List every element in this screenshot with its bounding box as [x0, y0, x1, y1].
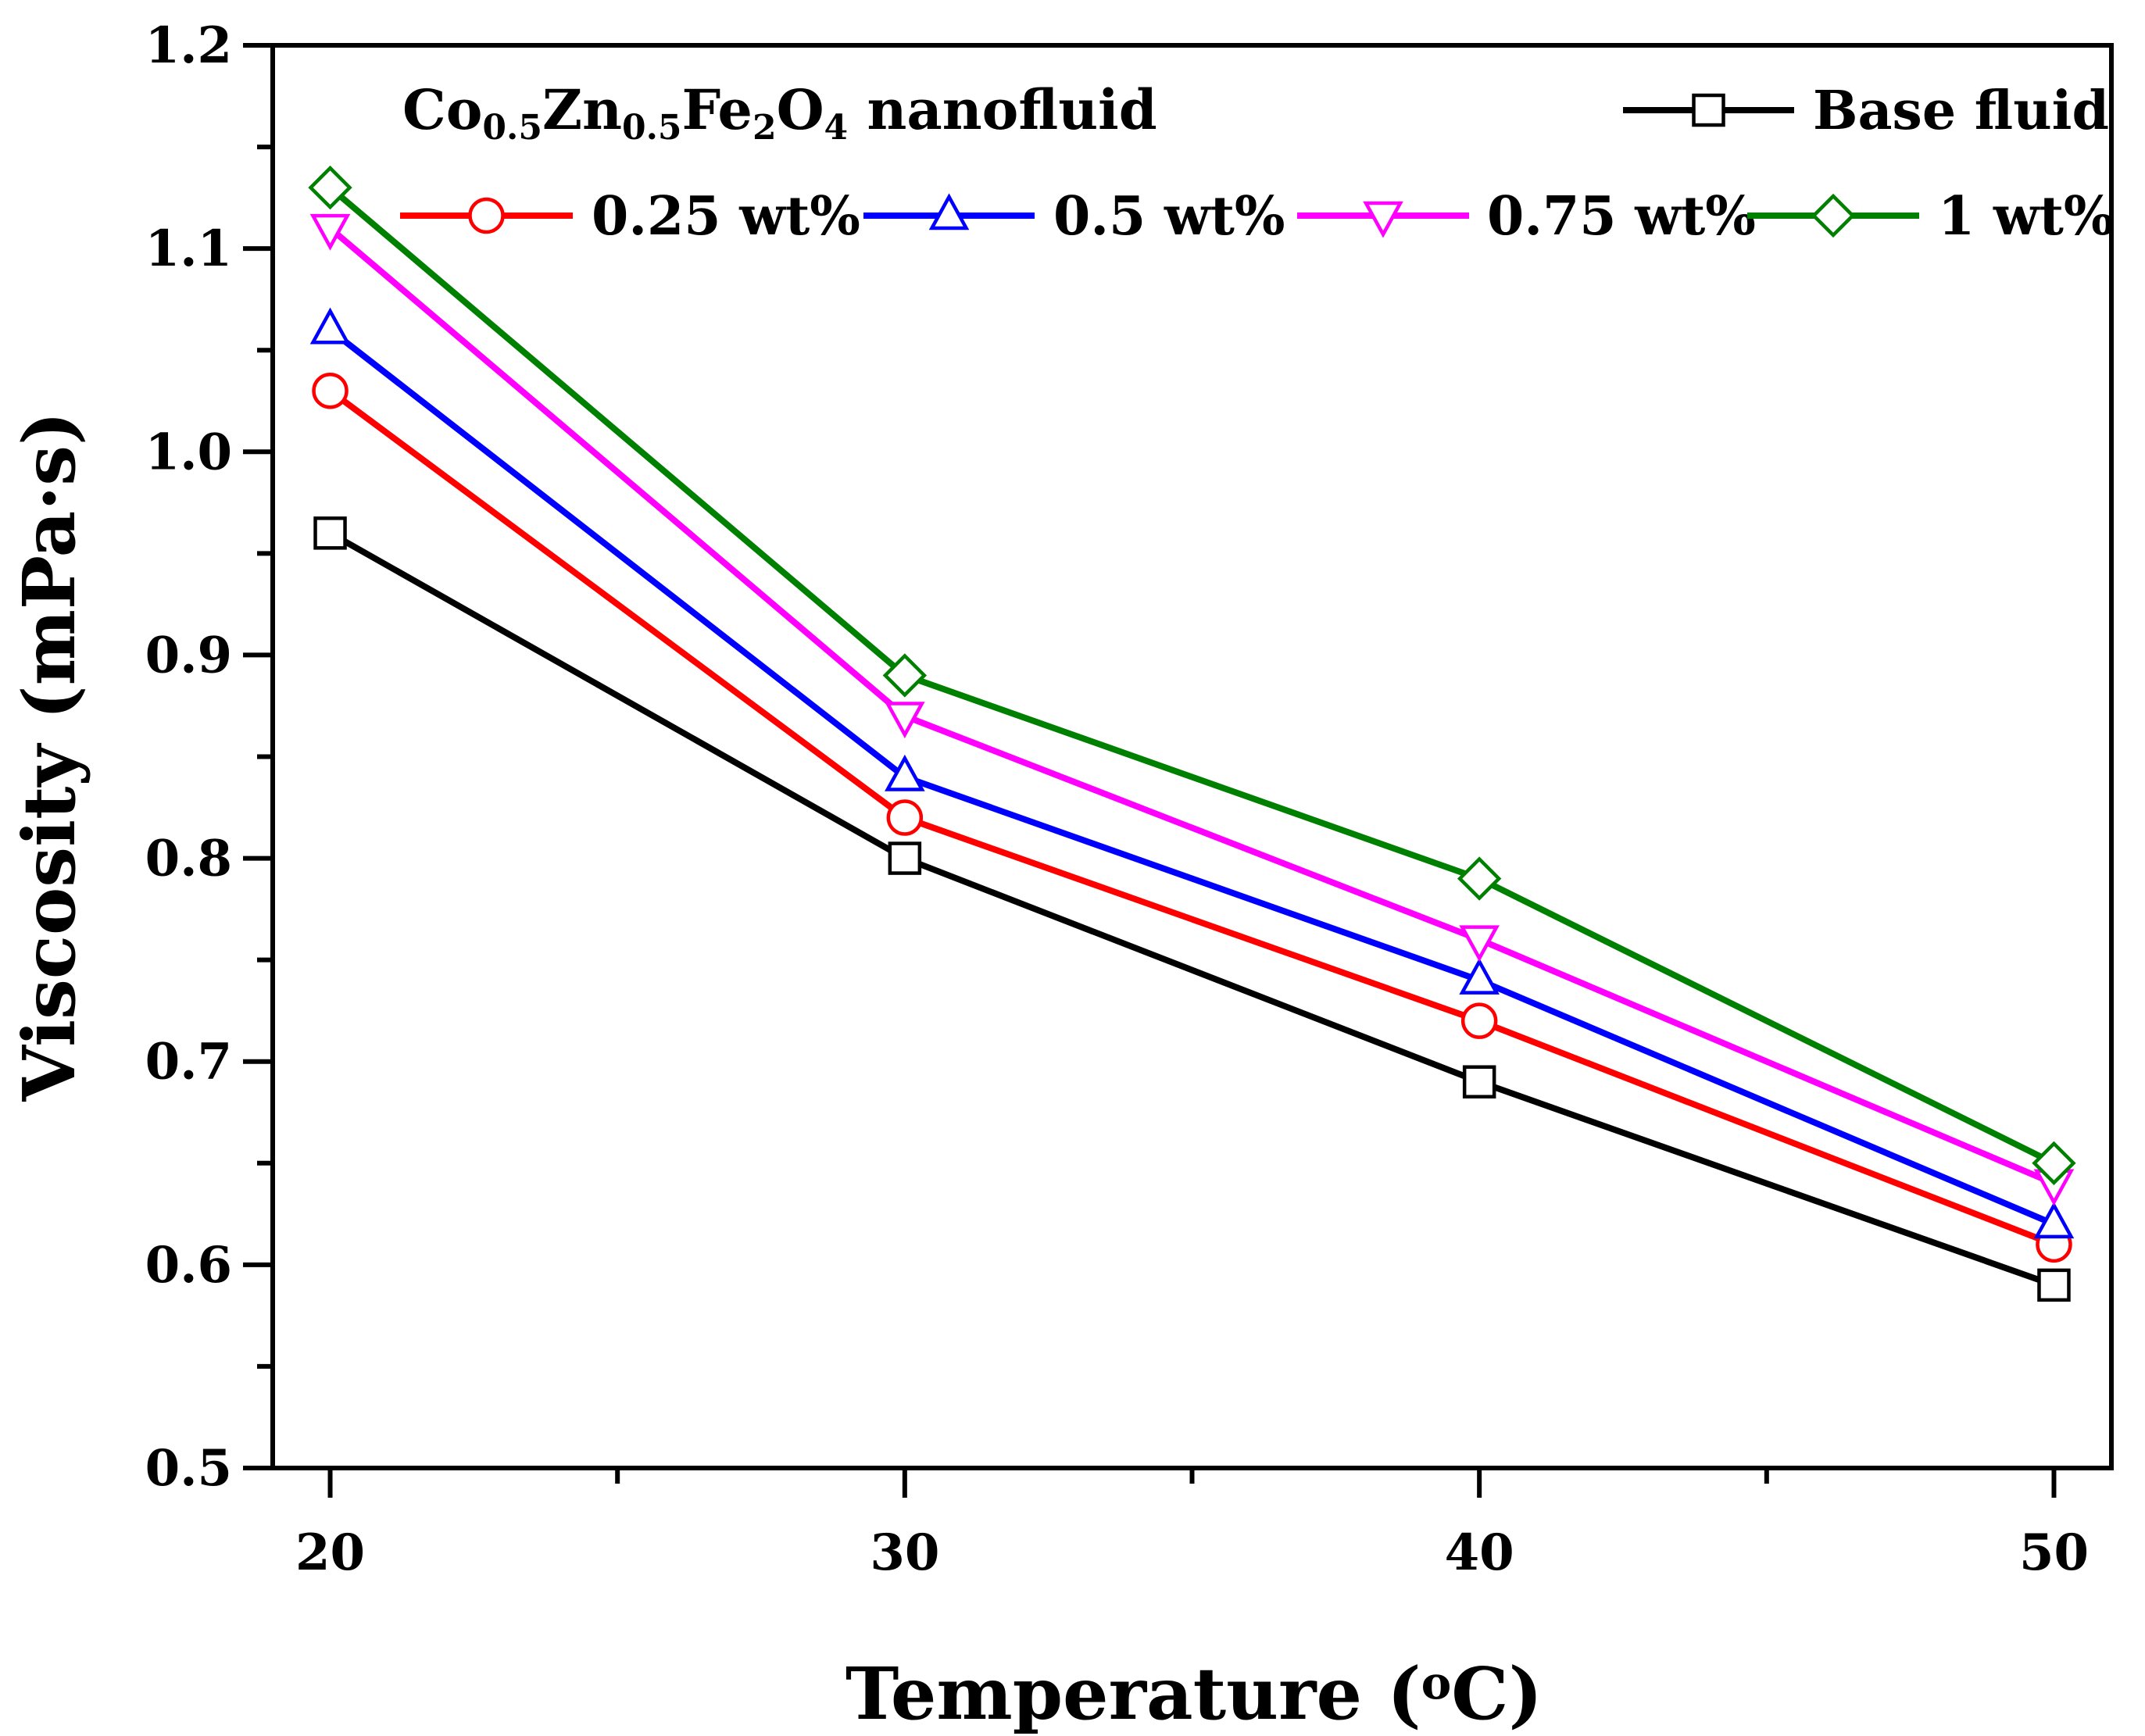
data-point — [309, 307, 351, 345]
legend-label: Base fluid — [1813, 80, 2109, 142]
series-lines — [327, 185, 2056, 1288]
series-line — [328, 388, 2055, 1248]
data-point — [1459, 957, 1500, 995]
legend-label: 1 wt% — [1938, 185, 2115, 248]
data-point — [2037, 1268, 2071, 1302]
data-point — [313, 516, 347, 550]
data-point — [2033, 1202, 2075, 1239]
series-markers — [308, 165, 2076, 1302]
axes: 0.5 0.6 0.7 0.8 0.9 1.0 1.1 1.2 20 30 40 50 — [145, 16, 2089, 1582]
legend: Base fluid 0.25 wt% 0.5 wt% 0.75 wt% 1 wt% — [400, 80, 2115, 248]
y-tick-label: 0.8 — [145, 830, 232, 888]
legend-marker — [1692, 93, 1725, 127]
data-point — [882, 653, 928, 698]
x-tick-label: 50 — [2019, 1523, 2089, 1582]
data-point — [886, 799, 924, 836]
legend-label: 0.5 wt% — [1053, 185, 1285, 248]
y-tick-label: 1.0 — [145, 423, 232, 481]
data-point — [1457, 856, 1502, 901]
x-tick-label: 40 — [1445, 1523, 1514, 1582]
x-tick-label: 30 — [870, 1523, 939, 1582]
data-point — [1460, 1002, 1498, 1039]
series-line — [328, 530, 2055, 1288]
data-point — [885, 702, 925, 739]
data-point — [312, 372, 349, 409]
data-point — [308, 165, 352, 210]
y-tick-label: 0.6 — [145, 1236, 232, 1295]
series-line — [327, 226, 2056, 1187]
data-point — [309, 213, 351, 251]
y-tick-label: 0.9 — [145, 626, 232, 684]
y-tick-label: 0.5 — [145, 1439, 232, 1498]
series-line — [327, 185, 2056, 1166]
legend-marker — [468, 197, 505, 234]
series-line — [328, 327, 2056, 1227]
data-point — [1459, 925, 1500, 963]
data-point — [885, 754, 925, 791]
x-tick-label: 20 — [295, 1523, 365, 1582]
legend-label: 0.25 wt% — [592, 185, 860, 248]
legend-marker — [1363, 201, 1403, 238]
legend-label: 0.75 wt% — [1487, 185, 1756, 248]
y-tick-label: 1.2 — [145, 16, 232, 75]
data-point — [1462, 1065, 1496, 1098]
data-point — [2032, 1141, 2076, 1185]
x-axis-title: Temperature (oC) — [845, 1652, 1543, 1736]
plot-frame — [270, 43, 2114, 1470]
y-tick-label: 0.7 — [145, 1033, 232, 1091]
legend-marker — [1811, 193, 1856, 238]
legend-marker — [928, 193, 970, 230]
y-tick-label: 1.1 — [145, 220, 232, 278]
data-point — [888, 841, 922, 875]
y-axis-title: Viscosity (mPa·s) — [7, 411, 91, 1102]
chart-annotation: Co0.5Zn0.5Fe2O4 nanofluid — [402, 77, 1157, 148]
